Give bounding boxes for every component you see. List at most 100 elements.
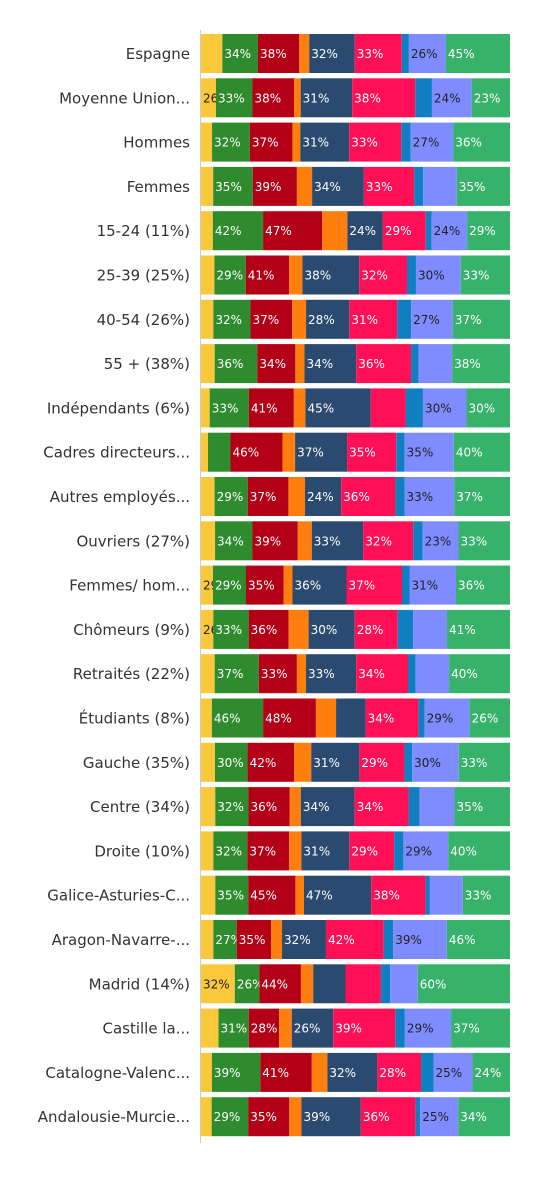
bar-segment[interactable] — [288, 609, 309, 649]
bar-segment[interactable] — [305, 477, 342, 516]
bar-segment[interactable] — [467, 211, 510, 251]
bar-segment[interactable] — [347, 211, 383, 251]
bar-segment[interactable] — [257, 34, 300, 73]
bar-segment[interactable] — [201, 1097, 212, 1137]
bar-segment[interactable] — [446, 609, 510, 649]
bar-segment[interactable] — [282, 920, 326, 959]
bar-segment[interactable] — [213, 831, 248, 871]
bar-segment[interactable] — [414, 166, 424, 206]
bar-segment[interactable] — [446, 920, 510, 959]
bar-segment[interactable] — [218, 1008, 249, 1048]
bar-segment[interactable] — [380, 964, 391, 1004]
bar-segment[interactable] — [214, 344, 258, 384]
bar-segment[interactable] — [449, 654, 510, 694]
bar-segment[interactable] — [296, 166, 313, 206]
bar-segment[interactable] — [213, 920, 237, 959]
bar-segment[interactable] — [453, 432, 510, 472]
bar-segment[interactable] — [359, 742, 405, 782]
bar-segment[interactable] — [395, 1008, 405, 1048]
bar-segment[interactable] — [201, 565, 213, 605]
bar-segment[interactable] — [304, 875, 372, 915]
bar-segment[interactable] — [312, 166, 364, 206]
bar-segment[interactable] — [305, 388, 371, 428]
bar-segment[interactable] — [346, 565, 403, 605]
bar-segment[interactable] — [208, 432, 231, 472]
bar-segment[interactable] — [283, 565, 293, 605]
bar-segment[interactable] — [370, 388, 406, 428]
bar-segment[interactable] — [300, 78, 353, 118]
bar-segment[interactable] — [201, 698, 212, 738]
bar-segment[interactable] — [201, 211, 213, 251]
bar-segment[interactable] — [454, 477, 510, 516]
bar-segment[interactable] — [422, 521, 459, 561]
bar-segment[interactable] — [289, 1097, 302, 1137]
bar-segment[interactable] — [377, 1052, 422, 1092]
bar-segment[interactable] — [419, 787, 455, 827]
bar-segment[interactable] — [289, 787, 301, 827]
bar-segment[interactable] — [452, 344, 510, 384]
bar-segment[interactable] — [456, 565, 510, 605]
bar-segment[interactable] — [413, 521, 423, 561]
bar-segment[interactable] — [234, 964, 260, 1004]
bar-segment[interactable] — [418, 344, 453, 384]
bar-segment[interactable] — [247, 477, 289, 516]
bar-segment[interactable] — [315, 698, 337, 738]
bar-segment[interactable] — [390, 964, 418, 1004]
bar-segment[interactable] — [293, 388, 306, 428]
bar-segment[interactable] — [201, 875, 216, 915]
bar-segment[interactable] — [213, 166, 253, 206]
bar-segment[interactable] — [248, 875, 296, 915]
bar-segment[interactable] — [408, 34, 446, 73]
bar-segment[interactable] — [356, 344, 412, 384]
bar-segment[interactable] — [308, 609, 355, 649]
bar-segment[interactable] — [462, 875, 510, 915]
bar-segment[interactable] — [245, 255, 290, 295]
bar-segment[interactable] — [425, 875, 430, 915]
bar-segment[interactable] — [313, 964, 346, 1004]
bar-segment[interactable] — [295, 875, 304, 915]
bar-segment[interactable] — [466, 388, 510, 428]
bar-segment[interactable] — [201, 122, 213, 162]
bar-segment[interactable] — [349, 299, 398, 339]
bar-segment[interactable] — [460, 255, 510, 295]
bar-segment[interactable] — [404, 742, 413, 782]
bar-segment[interactable] — [289, 255, 303, 295]
bar-segment[interactable] — [431, 211, 468, 251]
bar-segment[interactable] — [404, 432, 454, 472]
bar-segment[interactable] — [404, 1008, 452, 1048]
bar-segment[interactable] — [397, 299, 412, 339]
bar-segment[interactable] — [201, 787, 216, 827]
bar-segment[interactable] — [429, 875, 463, 915]
bar-segment[interactable] — [291, 1008, 334, 1048]
bar-segment[interactable] — [230, 432, 283, 472]
bar-segment[interactable] — [248, 388, 294, 428]
bar-segment[interactable] — [201, 654, 215, 694]
bar-segment[interactable] — [263, 698, 316, 738]
bar-segment[interactable] — [424, 698, 470, 738]
bar-segment[interactable] — [282, 432, 296, 472]
bar-segment[interactable] — [211, 1052, 261, 1092]
bar-segment[interactable] — [425, 211, 432, 251]
bar-segment[interactable] — [213, 299, 251, 339]
bar-segment[interactable] — [252, 166, 297, 206]
bar-segment[interactable] — [349, 831, 395, 871]
bar-segment[interactable] — [201, 34, 223, 73]
bar-segment[interactable] — [451, 1008, 510, 1048]
bar-segment[interactable] — [408, 654, 416, 694]
bar-segment[interactable] — [453, 122, 510, 162]
bar-segment[interactable] — [215, 521, 253, 561]
bar-segment[interactable] — [304, 344, 357, 384]
bar-segment[interactable] — [300, 787, 355, 827]
bar-segment[interactable] — [354, 787, 409, 827]
bar-segment[interactable] — [306, 654, 357, 694]
bar-segment[interactable] — [211, 1097, 249, 1137]
bar-segment[interactable] — [415, 255, 461, 295]
bar-segment[interactable] — [345, 964, 381, 1004]
bar-segment[interactable] — [201, 521, 216, 561]
bar-segment[interactable] — [354, 34, 402, 73]
bar-segment[interactable] — [311, 1052, 328, 1092]
bar-segment[interactable] — [472, 1052, 510, 1092]
bar-segment[interactable] — [322, 211, 348, 251]
bar-segment[interactable] — [420, 1097, 459, 1137]
bar-segment[interactable] — [401, 34, 409, 73]
